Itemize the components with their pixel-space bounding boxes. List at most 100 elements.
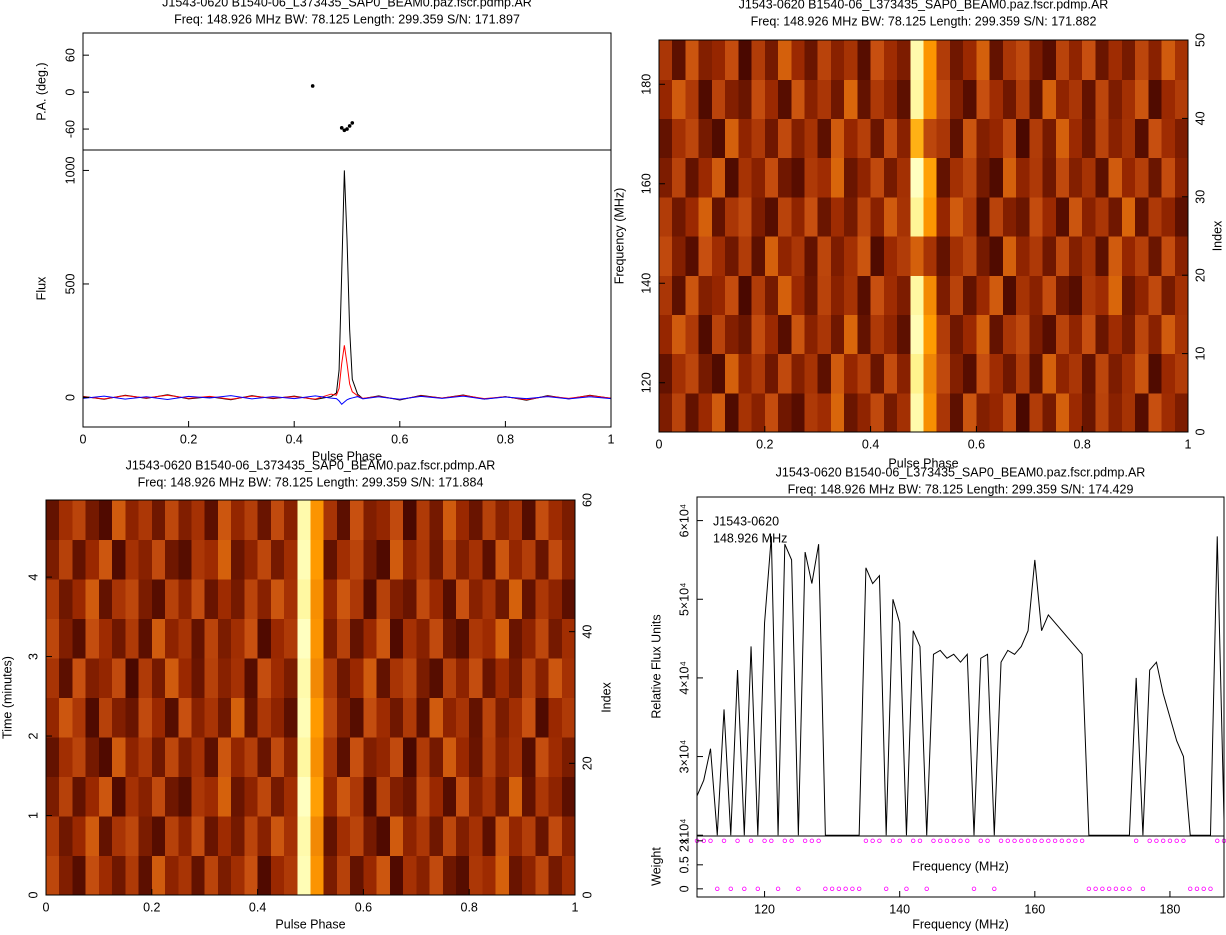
heatmap-cell: [870, 79, 885, 119]
heatmap-cell: [725, 275, 739, 315]
heatmap-cell: [72, 697, 87, 738]
data-point: [931, 838, 936, 844]
heatmap-cell: [178, 737, 193, 778]
heatmap-cell: [46, 816, 60, 857]
heatmap-cell: [1016, 236, 1030, 276]
heatmap-cell: [336, 618, 351, 659]
heatmap-cell: [191, 658, 206, 699]
heatmap-cell: [778, 196, 792, 237]
heatmap-cell: [442, 618, 457, 659]
heatmap-cell: [804, 392, 819, 433]
heatmap-cell: [1016, 40, 1030, 80]
heatmap-cell: [231, 539, 245, 580]
heatmap-cell: [178, 539, 193, 580]
heatmap-cell: [151, 618, 166, 659]
heatmap-cell: [778, 40, 792, 80]
heatmap-cell: [204, 658, 219, 699]
data-point: [904, 886, 909, 892]
heatmap-cell: [548, 776, 563, 817]
heatmap-cell: [284, 500, 298, 541]
heatmap-cell: [429, 579, 444, 620]
heatmap-cell: [297, 737, 312, 778]
heatmap-cell: [323, 816, 338, 857]
x-tick-label: 0.4: [249, 900, 266, 914]
heatmap-cell: [1068, 353, 1083, 394]
heatmap-cell: [936, 40, 951, 80]
heatmap-cell: [389, 539, 404, 580]
heatmap-cell: [151, 816, 166, 857]
heatmap-cell: [764, 40, 779, 80]
heatmap-cell: [231, 697, 245, 738]
heatmap-cell: [495, 658, 510, 699]
heatmap-cell: [429, 697, 444, 738]
heatmap-cell: [936, 157, 951, 198]
x-tick-label: 160: [1024, 902, 1045, 916]
x-tick-label: 1: [572, 900, 579, 914]
heatmap-cell: [857, 40, 872, 80]
heatmap-cell: [659, 314, 673, 355]
data-point: [769, 838, 774, 844]
heatmap-cell: [442, 855, 457, 896]
heatmap-cell: [59, 816, 74, 857]
heatmap-cell: [244, 737, 259, 778]
heatmap-cell: [376, 776, 391, 817]
heatmap-cell: [1174, 275, 1189, 315]
heatmap-cell: [910, 314, 925, 355]
heatmap-cell: [416, 855, 431, 896]
heatmap-cell: [455, 500, 470, 541]
heatmap-cell: [98, 658, 113, 699]
heatmap-cell: [548, 500, 563, 541]
heatmap-cell: [685, 157, 700, 198]
heatmap-cell: [561, 855, 576, 896]
heatmap-cell: [244, 776, 259, 817]
heatmap-cell: [883, 392, 898, 433]
heatmap-cell: [112, 697, 126, 738]
heatmap-cell: [350, 737, 364, 778]
heatmap-cell: [1108, 40, 1123, 80]
heatmap-cell: [1161, 275, 1176, 315]
heatmap-cell: [257, 500, 272, 541]
heatmap-cell: [778, 314, 792, 355]
heatmap-cell: [659, 196, 673, 237]
heatmap-cell: [1121, 314, 1136, 355]
heatmap-cell: [204, 539, 219, 580]
heatmap-cell: [672, 392, 687, 433]
heatmap-cell: [778, 392, 792, 433]
heatmap-cell: [1108, 392, 1123, 433]
y-tick-label: 5×10⁴: [677, 582, 691, 616]
heatmap-cell: [711, 392, 726, 433]
heatmap-cell: [297, 500, 312, 541]
heatmap-cell: [830, 118, 845, 159]
data-point: [951, 838, 956, 844]
heatmap-cell: [963, 118, 977, 159]
data-point: [735, 838, 740, 844]
heatmap-cell: [1174, 79, 1189, 119]
heatmap-cell: [910, 79, 925, 119]
heatmap-cell: [336, 658, 351, 699]
heatmap-cell: [284, 816, 298, 857]
y-tick-label: 4×10⁴: [677, 661, 691, 695]
heatmap-cell: [791, 40, 806, 80]
heatmap-cell: [429, 500, 444, 541]
y2-tick-label: 20: [580, 756, 594, 770]
heatmap-cell: [672, 79, 687, 119]
heatmap-cell: [804, 196, 819, 237]
data-point: [1181, 838, 1186, 844]
heatmap-cell: [711, 40, 726, 80]
heatmap-cell: [778, 236, 792, 276]
heatmap-cell: [284, 579, 298, 620]
heatmap-cell: [112, 776, 126, 817]
heatmap-cell: [178, 816, 193, 857]
heatmap-cell: [363, 579, 378, 620]
heatmap-cell: [949, 392, 964, 433]
heatmap-cell: [897, 314, 911, 355]
heatmap-cell: [1161, 79, 1176, 119]
heatmap-cell: [1002, 79, 1017, 119]
data-point: [938, 838, 943, 844]
heatmap-cell: [376, 618, 391, 659]
y-axis-label: Flux: [34, 276, 48, 300]
y-axis-label: Weight: [649, 847, 663, 886]
heatmap-cell: [817, 79, 832, 119]
heatmap-cell: [685, 353, 700, 394]
heatmap-cell: [495, 500, 510, 541]
